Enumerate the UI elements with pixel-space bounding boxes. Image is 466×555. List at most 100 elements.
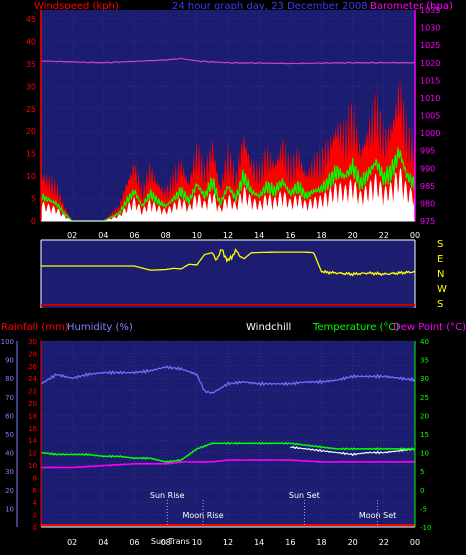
wind-x-tick-label: 20 [348,231,358,240]
temp-x-tick-label: 22 [379,538,389,547]
rain-tick-label: 12 [28,450,37,458]
temp-x-tick-label: 08 [161,538,171,547]
barometer-tick-label: 1015 [420,76,440,85]
direction-letter: W [437,284,447,295]
barometer-line [40,57,416,65]
humidity-tick-label: 70 [5,394,14,402]
direction-letter: S [437,239,443,250]
wind-x-tick-label: 04 [98,231,108,240]
temp-x-tick-label: 12 [223,538,233,547]
temp-x-tick-label: 04 [98,538,108,547]
barometer-tick-label: 1020 [420,59,440,68]
moon-rise-label: Moon Rise [182,511,223,520]
barometer-tick-label: 985 [420,182,435,191]
rain-tick-label: 14 [28,437,37,445]
wind-tick-label: 25 [26,105,36,114]
rain-tick-label: 4 [33,499,38,507]
temp-x-tick-label: 02 [67,538,77,547]
rain-tick-label: 0 [33,524,37,532]
wind-tick-labels: 0510152025303540459759809859909951000100… [26,6,441,240]
temp-x-tick-label: 14 [254,538,264,547]
temperature-tick-label: 15 [420,431,429,439]
wind-x-tick-label: 08 [161,231,171,240]
humidity-axis-title: Humidity (%) [67,322,133,333]
wind-x-tick-label: 22 [379,231,389,240]
wind-tick-label: 10 [26,172,36,181]
rain-tick-label: 10 [28,462,37,470]
humidity-tick-label: 30 [5,468,14,476]
rain-tick-label: 26 [28,363,37,371]
humidity-tick-label: 80 [5,375,14,383]
wind-x-tick-label: 16 [285,231,295,240]
rain-tick-label: 18 [28,412,37,420]
sun-trans-label: Sun Trans [151,537,190,546]
direction-letter: S [437,299,443,310]
humidity-tick-label: 40 [5,450,14,458]
wind-tick-label: 0 [31,217,36,226]
temp-x-tick-label: 18 [316,538,326,547]
temp-x-tick-label: 06 [129,538,139,547]
wind-tick-label: 20 [26,127,36,136]
temperature-tick-label: -5 [420,505,427,513]
direction-letter: E [437,254,443,265]
humidity-tick-label: 50 [5,431,14,439]
sun-moon-events: Sun Rise Sun Set Moon Rise Moon Set Sun Tran… [150,491,396,546]
rain-tick-label: 2 [33,512,37,520]
wind-x-tick-label: 12 [223,231,233,240]
wind-tick-label: 15 [26,150,36,159]
temp-tick-labels: 0246810121416182022242628301020304050607… [1,338,432,547]
barometer-tick-label: 1005 [420,112,440,121]
temp-x-tick-label: 10 [192,538,202,547]
barometer-tick-label: 1010 [420,94,440,103]
rain-tick-label: 28 [28,350,37,358]
wind-x-tick-label: 02 [67,231,77,240]
barometer-tick-label: 980 [420,199,435,208]
wind-x-tick-label: 10 [192,231,202,240]
barometer-tick-label: 1035 [420,6,440,15]
humidity-tick-label: 60 [5,412,14,420]
rain-tick-label: 22 [28,388,37,396]
barometer-tick-label: 1025 [420,41,440,50]
temperature-legend: Temperature (°C) [312,322,399,333]
rain-tick-label: 6 [33,487,38,495]
temp-x-tick-label: 16 [285,538,295,547]
direction-letter: N [437,269,444,280]
temperature-tick-label: 40 [420,338,429,346]
rain-tick-label: 24 [28,375,37,383]
wind-tick-label: 35 [26,60,36,69]
wind-x-tick-label: 06 [129,231,139,240]
wind-x-tick-label: 14 [254,231,264,240]
barometer-tick-label: 1030 [420,24,440,33]
wind-direction-fill [41,168,415,221]
wind-tick-label: 40 [26,37,36,46]
wind-tick-label: 45 [26,15,36,24]
humidity-tick-label: 20 [5,487,14,495]
direction-plot-area [41,240,415,308]
dewpoint-legend: Dew Point (°C) [393,322,466,333]
moon-set-label: Moon Set [359,511,396,520]
rain-tick-label: 20 [28,400,37,408]
wind-x-tick-label: 18 [316,231,326,240]
sun-rise-label: Sun Rise [150,491,185,500]
rain-tick-label: 8 [33,474,37,482]
barometer-tick-label: 1000 [420,129,440,138]
temperature-tick-label: 25 [420,394,429,402]
barometer-tick-label: 995 [420,147,435,156]
temperature-line [40,441,416,464]
wind-tick-label: 30 [26,82,36,91]
temperature-tick-label: 35 [420,357,429,365]
temperature-tick-label: 5 [420,468,424,476]
temp-x-tick-label: 20 [348,538,358,547]
rainfall-axis-title: Rainfall (mm) [1,322,69,333]
wind-direction-line [41,248,416,277]
dewpoint-line [40,458,416,469]
temperature-tick-label: -10 [420,524,431,532]
temp-x-tick-label: 00 [410,538,420,547]
windchill-legend: Windchill [246,322,291,333]
temperature-tick-label: 20 [420,412,429,420]
temperature-tick-label: 10 [420,450,429,458]
rain-tick-label: 30 [28,338,37,346]
wind-x-tick-label: 00 [410,231,420,240]
